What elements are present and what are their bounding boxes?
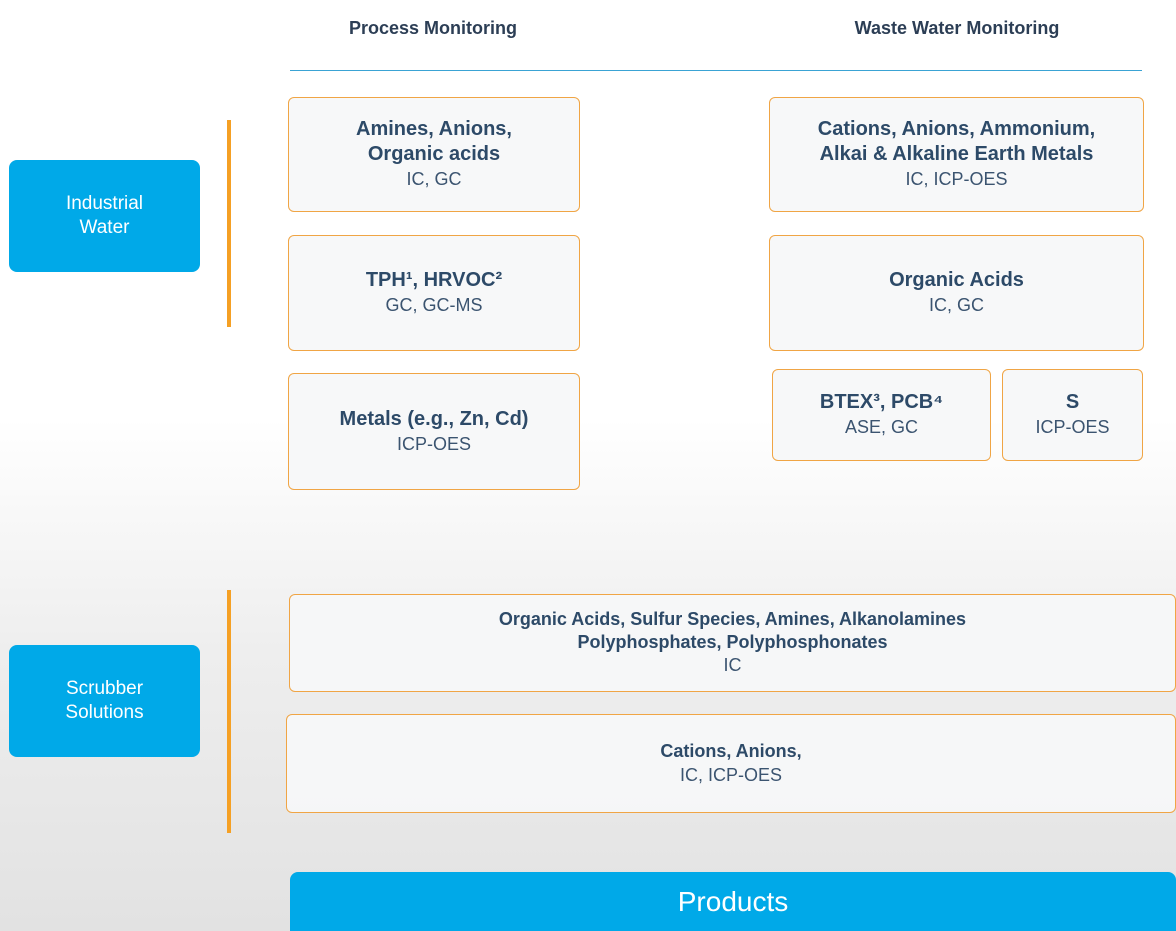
- analyte-box: BTEX³, PCB⁴ ASE, GC: [772, 369, 991, 461]
- method-label: ICP-OES: [1035, 417, 1110, 438]
- analyte-title: Organic Acids, Sulfur Species, Amines, A…: [498, 609, 967, 630]
- analyte-box: Cations, Anions, IC, ICP-OES: [286, 714, 1176, 813]
- products-button[interactable]: Products: [290, 872, 1176, 931]
- analyte-title: Alkai & Alkaline Earth Metals: [819, 143, 1094, 166]
- column-header: Waste Water Monitoring: [854, 18, 1060, 38]
- category-label: Industrial Water: [65, 193, 144, 238]
- category-label: Scrubber Solutions: [65, 678, 144, 723]
- method-label: IC, GC: [928, 295, 984, 316]
- method-label: IC, ICP-OES: [679, 764, 782, 785]
- analyte-title: Organic acids: [367, 143, 501, 166]
- category-button[interactable]: Scrubber Solutions: [9, 645, 200, 757]
- method-label: IC, GC: [406, 169, 462, 190]
- analyte-box: Organic Acids, Sulfur Species, Amines, A…: [289, 594, 1176, 692]
- bracket-line: [227, 120, 231, 327]
- analyte-title: Amines, Anions,: [356, 118, 512, 141]
- analyte-title: Polyphosphates, Polyphosphonates: [577, 631, 888, 652]
- analyte-title: BTEX³, PCB⁴: [819, 391, 944, 414]
- method-label: ICP-OES: [396, 433, 471, 454]
- analyte-box: Amines, Anions, Organic acids IC, GC: [288, 97, 580, 212]
- analyte-box: Cations, Anions, Ammonium, Alkai & Alkali…: [769, 97, 1144, 212]
- analyte-title: TPH¹, HRVOC²: [365, 269, 503, 292]
- bracket-line: [227, 590, 231, 833]
- category-button[interactable]: Industrial Water: [9, 160, 200, 272]
- analyte-box: Organic Acids IC, GC: [769, 235, 1144, 351]
- method-label: IC, ICP-OES: [905, 169, 1008, 190]
- column-header: Process Monitoring: [348, 18, 518, 38]
- analyte-title: S: [1065, 391, 1080, 414]
- analyte-title: Organic Acids: [889, 269, 1024, 292]
- divider: [290, 70, 1142, 71]
- analyte-box: S ICP-OES: [1002, 369, 1143, 461]
- method-label: GC, GC-MS: [385, 295, 483, 316]
- analyte-title: Cations, Anions, Ammonium,: [817, 118, 1096, 141]
- analyte-box: TPH¹, HRVOC² GC, GC-MS: [288, 235, 580, 351]
- method-label: IC: [723, 655, 742, 676]
- analyte-title: Cations, Anions,: [660, 741, 802, 762]
- analyte-box: Metals (e.g., Zn, Cd) ICP-OES: [288, 373, 580, 490]
- analyte-title: Metals (e.g., Zn, Cd): [339, 407, 529, 430]
- method-label: ASE, GC: [844, 417, 919, 438]
